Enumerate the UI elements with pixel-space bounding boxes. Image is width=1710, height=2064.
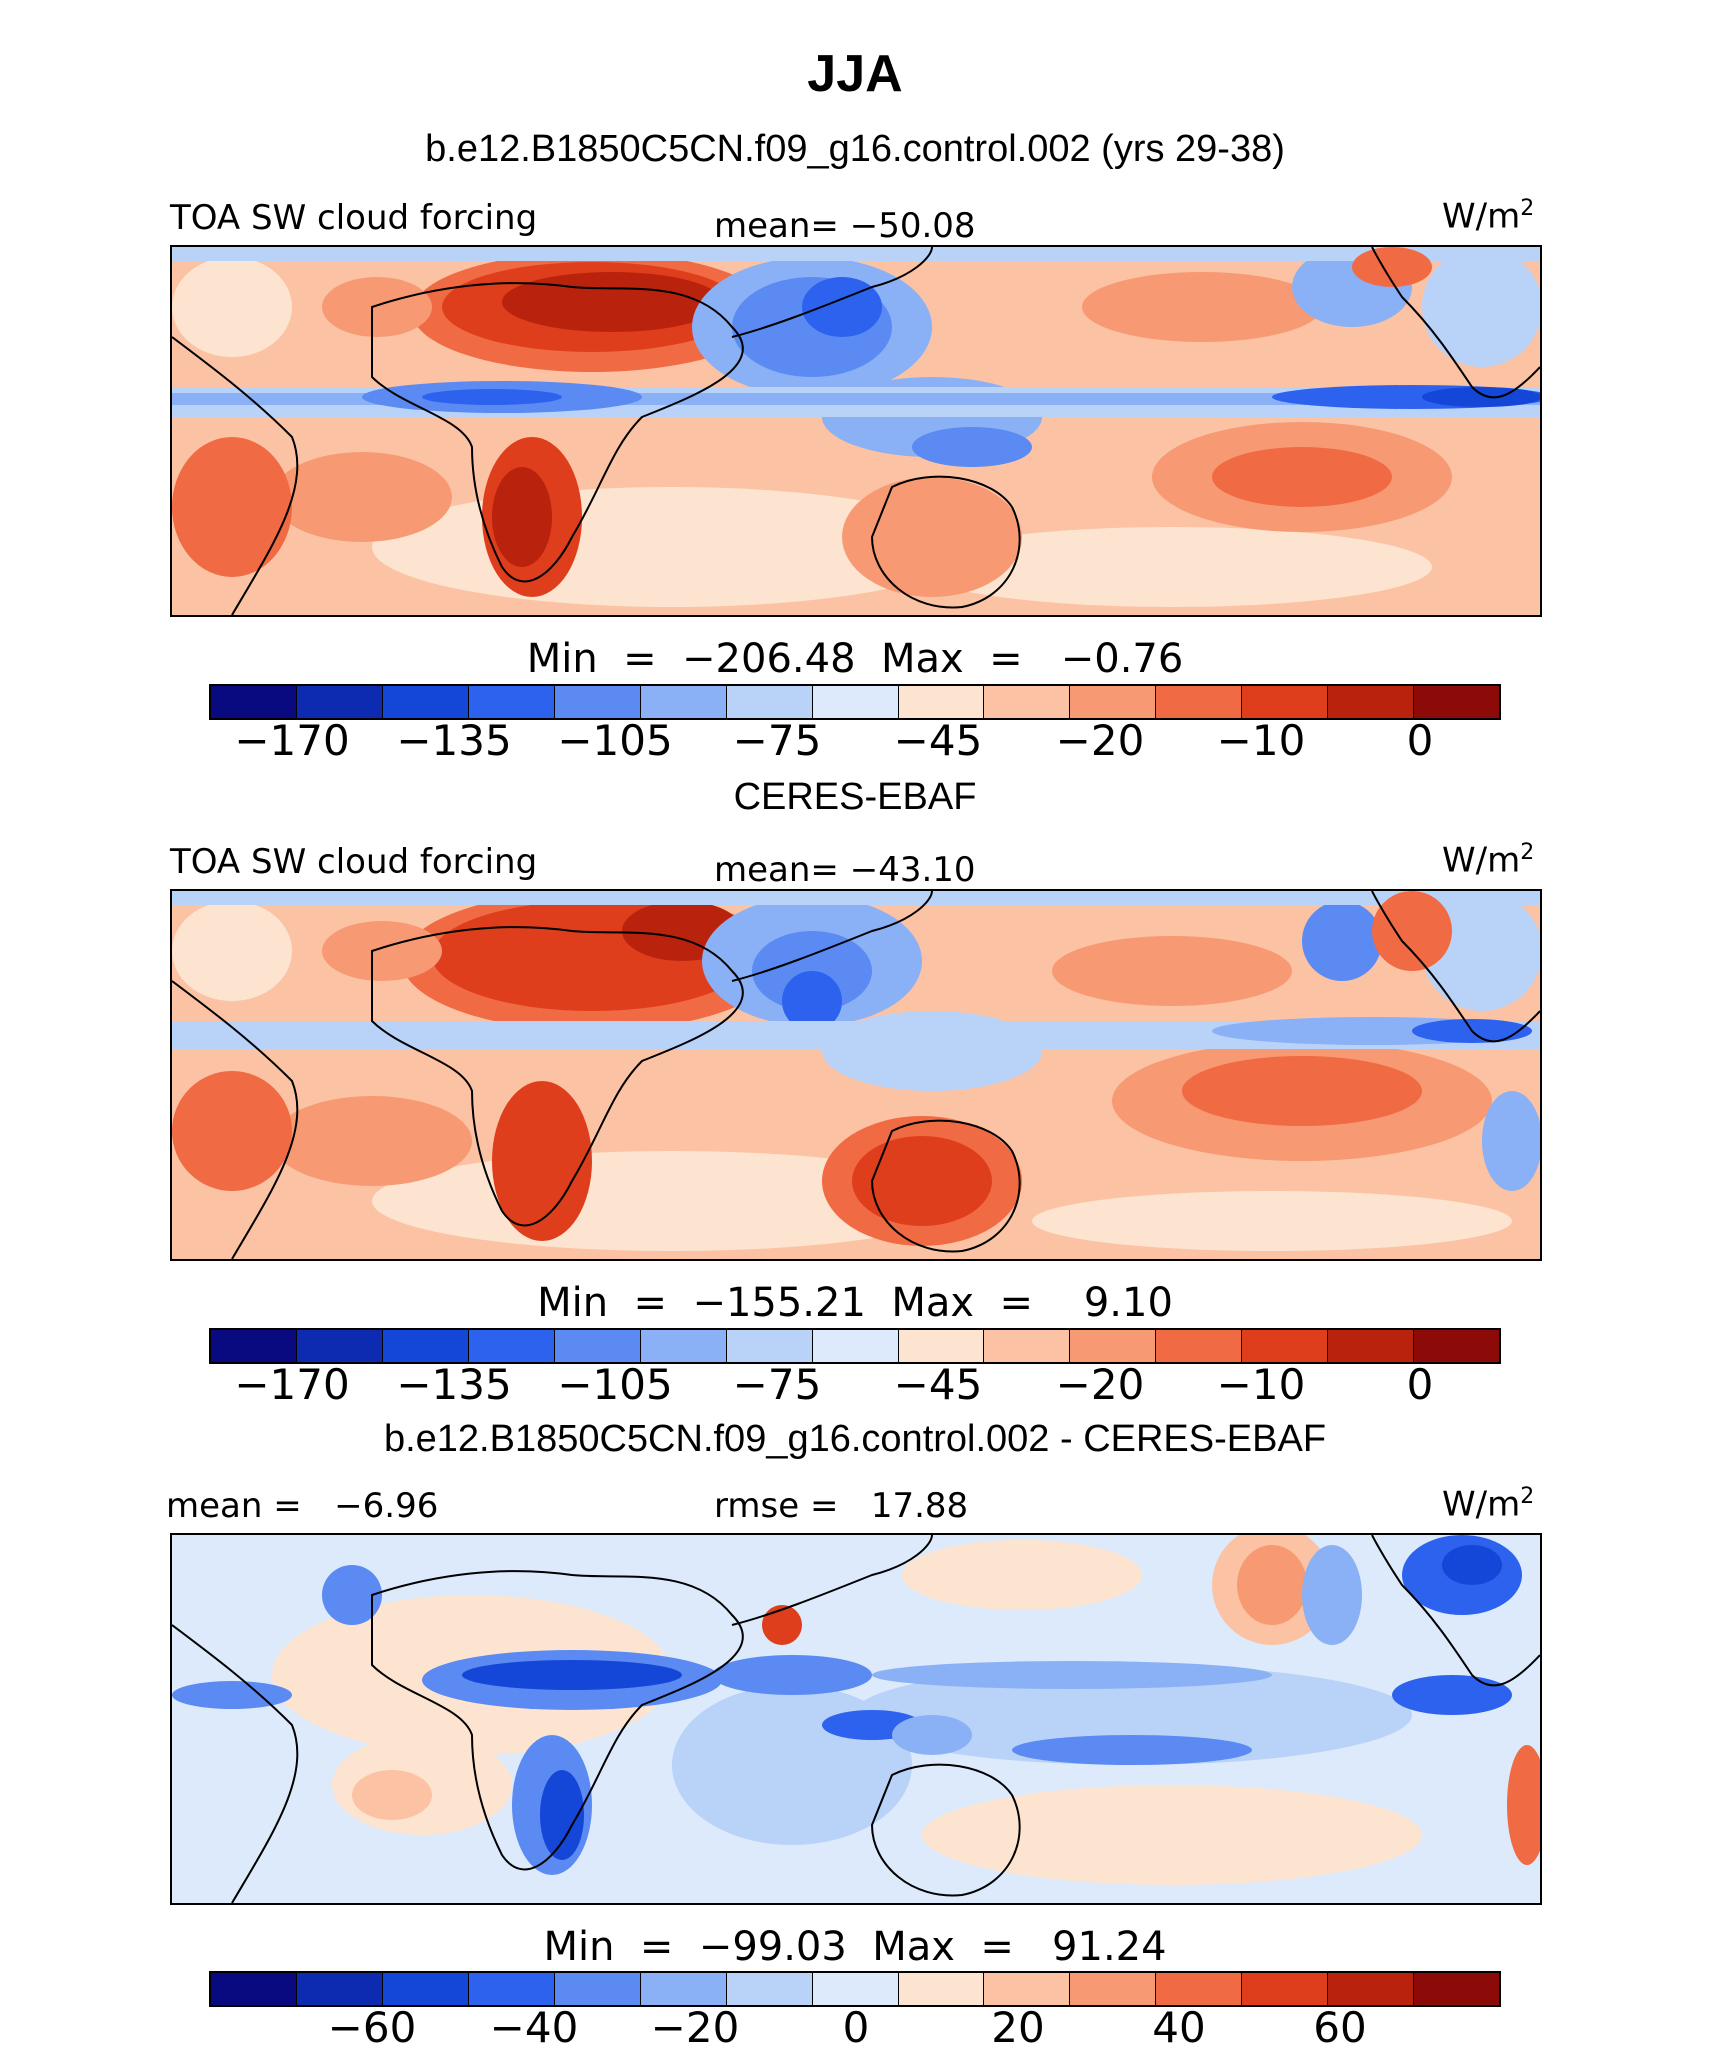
panel2-tick: −20 [1055, 1360, 1145, 1409]
panel2-tick: 0 [1406, 1360, 1434, 1409]
panel2-tick: −75 [732, 1360, 822, 1409]
panel2-mean-label: mean= −43.10 [714, 850, 976, 890]
panel2-tick: −45 [893, 1360, 983, 1409]
panel1-map [170, 245, 1542, 617]
panel3-units: W/m2 [1442, 1484, 1535, 1525]
panel3-tick: −40 [489, 2003, 579, 2052]
panel3-colorbar [209, 1971, 1501, 2007]
panel1-tick: −170 [234, 716, 350, 765]
panel2-tick: −105 [557, 1360, 673, 1409]
panel1-heading: b.e12.B1850C5CN.f09_g16.control.002 (yrs… [425, 128, 1285, 170]
figure-title: JJA [807, 45, 903, 103]
panel1-colorbar [209, 684, 1501, 720]
panel2-tick: −135 [396, 1360, 512, 1409]
panel2-tick: −10 [1216, 1360, 1306, 1409]
panel2-minmax: Min = −155.21 Max = 9.10 [537, 1280, 1173, 1326]
panel2-colorbar [209, 1328, 1501, 1364]
panel3-map [170, 1533, 1542, 1905]
panel1-tick: −105 [557, 716, 673, 765]
panel1-minmax: Min = −206.48 Max = −0.76 [526, 636, 1184, 682]
panel2-units: W/m2 [1442, 840, 1535, 881]
panel1-mean-label: mean= −50.08 [714, 206, 976, 246]
panel3-tick: 40 [1152, 2003, 1206, 2052]
panel1-tick: 0 [1406, 716, 1434, 765]
panel1-tick: −10 [1216, 716, 1306, 765]
panel2-heading: CERES-EBAF [733, 776, 977, 818]
panel3-heading: b.e12.B1850C5CN.f09_g16.control.002 - CE… [383, 1418, 1327, 1460]
panel3-tick: −20 [650, 2003, 740, 2052]
panel3-tick: 20 [991, 2003, 1045, 2052]
panel2-map [170, 889, 1542, 1261]
panel3-tick: −60 [327, 2003, 417, 2052]
panel2-tick: −170 [234, 1360, 350, 1409]
panel3-tick: 60 [1313, 2003, 1367, 2052]
panel3-rmse-label: rmse = 17.88 [714, 1486, 969, 1526]
panel1-tick: −20 [1055, 716, 1145, 765]
panel1-tick: −75 [732, 716, 822, 765]
panel3-minmax: Min = −99.03 Max = 91.24 [543, 1924, 1167, 1970]
panel2-variable-label: TOA SW cloud forcing [170, 842, 538, 882]
panel3-mean-label: mean = −6.96 [166, 1486, 439, 1526]
panel1-tick: −45 [893, 716, 983, 765]
panel1-variable-label: TOA SW cloud forcing [170, 198, 538, 238]
panel3-tick: 0 [842, 2003, 870, 2052]
panel1-tick: −135 [396, 716, 512, 765]
panel1-units: W/m2 [1442, 196, 1535, 237]
